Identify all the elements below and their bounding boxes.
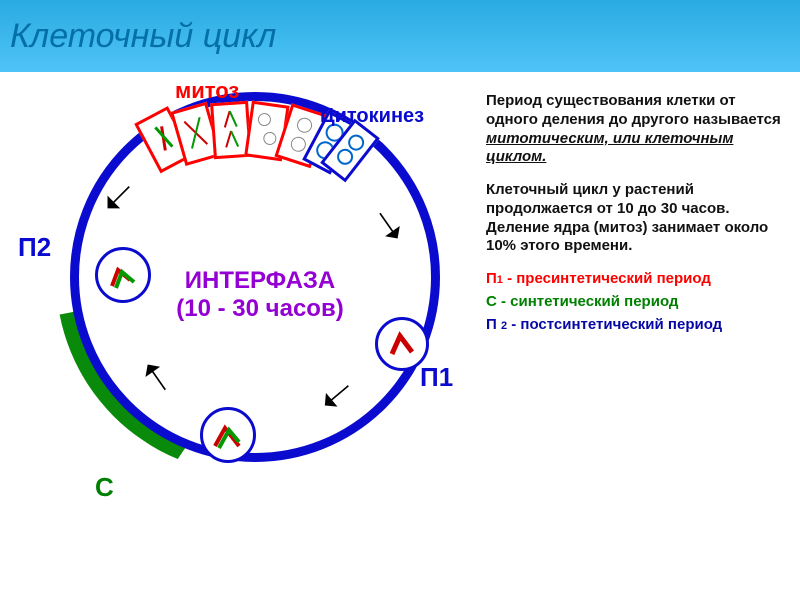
p2-period-line: П 2 - постсинтетический период [486, 316, 782, 333]
definition-paragraph: Период существования клетки от одного де… [486, 92, 782, 167]
interphase-line1: ИНТЕРФАЗА [185, 267, 336, 294]
text-column: Период существования клетки от одного де… [480, 72, 800, 600]
p2-label: П2 [18, 232, 51, 263]
c-label: С [95, 472, 114, 503]
cycle-diagram: ИНТЕРФАЗА (10 - 30 часов) митоз Цитокине… [0, 72, 480, 600]
mitosis-label: митоз [175, 78, 239, 104]
page-title: Клеточный цикл [10, 17, 276, 56]
p1-period-line: П1 - пресинтетический период [486, 270, 782, 287]
para1-text: Период существования клетки от одного де… [486, 92, 781, 128]
cytokinesis-label: Цитокинез [320, 105, 424, 128]
duration-paragraph: Клеточный цикл у растений продолжается о… [486, 181, 782, 256]
c-cell [200, 407, 256, 463]
para1-emph: митотическим, или клеточным циклом. [486, 130, 733, 166]
interphase-label: ИНТЕРФАЗА (10 - 30 часов) [130, 267, 390, 323]
p2-cell [95, 247, 151, 303]
content-area: ИНТЕРФАЗА (10 - 30 часов) митоз Цитокине… [0, 72, 800, 600]
interphase-line2: (10 - 30 часов) [176, 295, 343, 322]
c-period-line: С - синтетический период [486, 293, 782, 310]
header-bar: Клеточный цикл [0, 0, 800, 72]
p1-cell [375, 317, 429, 371]
